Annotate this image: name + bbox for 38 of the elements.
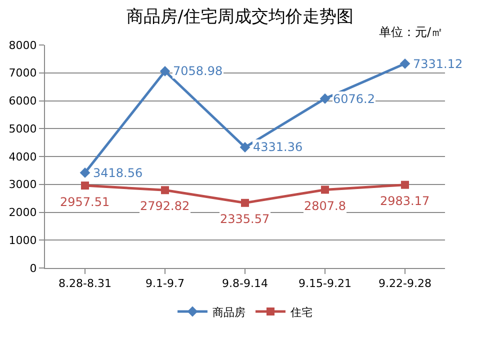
point	[161, 186, 169, 194]
legend-label: 住宅	[290, 306, 312, 319]
data-label: 2957.51	[60, 195, 110, 209]
y-tick-label: 1000	[8, 234, 37, 247]
point	[241, 198, 249, 207]
text: 单位：元/㎡	[379, 25, 444, 39]
y-tick-label: 0	[30, 262, 37, 275]
data-label: 7058.98	[173, 64, 223, 78]
data-label: 2335.57	[220, 212, 270, 226]
point	[81, 182, 89, 190]
point	[80, 168, 90, 178]
y-tick-label: 4000	[8, 150, 37, 164]
x-tick-label: 9.15-9.21	[298, 277, 352, 290]
chart-title: 商品房/住宅周成交均价走势图	[126, 7, 354, 28]
y-tick-label: 2000	[8, 206, 37, 220]
point	[400, 58, 410, 69]
data-label: 7331.12	[413, 57, 463, 71]
data-label: 2792.82	[140, 199, 190, 213]
x-tick-label: 9.8-9.14	[222, 277, 268, 290]
data-label: 4331.36	[253, 140, 303, 154]
point	[401, 180, 409, 189]
legend-label: 商品房	[212, 306, 246, 319]
data-label: 2807.8	[304, 199, 346, 213]
y-tick-label: 3000	[8, 178, 37, 192]
point	[320, 93, 330, 104]
y-tick-label: 6000	[8, 94, 37, 108]
y-tick-label: 7000	[8, 66, 37, 80]
data-label: 2983.17	[380, 194, 430, 208]
x-tick-label: 8.28-8.31	[58, 277, 112, 290]
point	[321, 186, 329, 194]
x-tick-label: 9.22-9.28	[378, 277, 432, 290]
point	[240, 142, 250, 152]
point	[160, 66, 170, 76]
x-tick-label: 9.1-9.7	[146, 277, 184, 290]
y-tick-label: 5000	[8, 122, 37, 136]
y-tick-label: 8000	[8, 38, 37, 52]
data-label: 6076.2	[333, 92, 375, 106]
data-label: 3418.56	[93, 166, 143, 180]
